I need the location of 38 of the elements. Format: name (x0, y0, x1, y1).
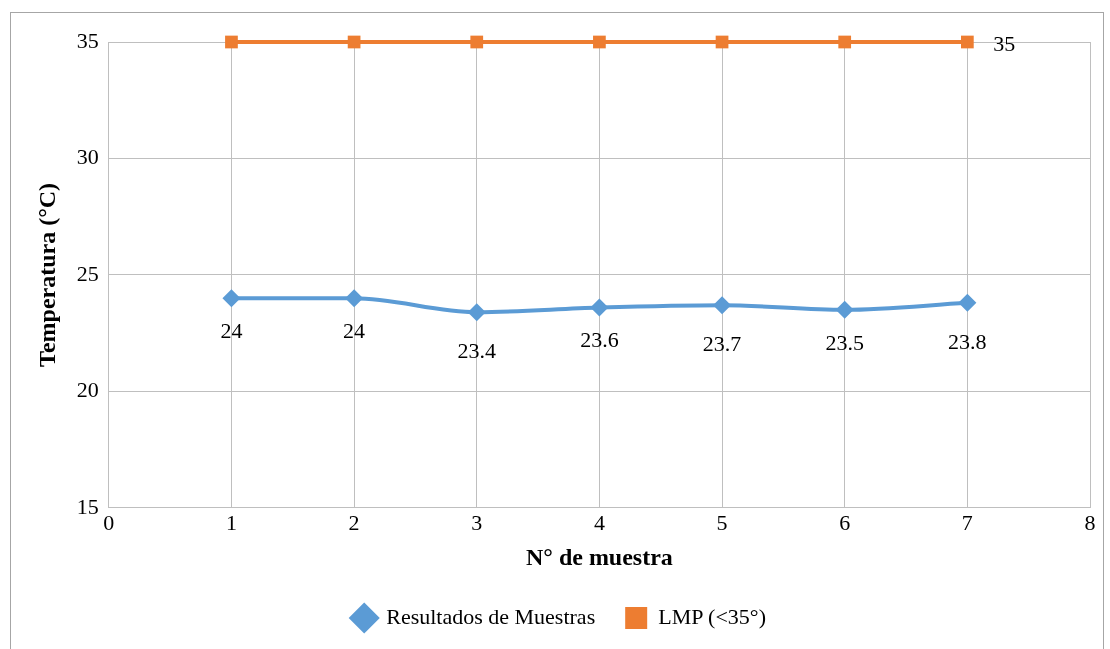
point (593, 35, 606, 49)
x-tick-label: 5 (716, 509, 728, 535)
point (470, 35, 484, 49)
point (590, 298, 609, 317)
x-tick-label: 1 (225, 509, 237, 535)
x-tick-label: 4 (593, 509, 605, 535)
point (958, 293, 977, 312)
x-tick-label: 6 (839, 509, 851, 535)
data-label: 23.6 (580, 327, 619, 353)
point (838, 35, 852, 49)
data-label: 23.7 (702, 330, 742, 356)
point (835, 300, 854, 319)
data-label: 23.4 (457, 337, 496, 363)
point (960, 35, 974, 49)
data-label: 35 (993, 30, 1016, 56)
y-tick-label: 35 (76, 27, 99, 53)
data-label: 23.8 (948, 328, 987, 354)
point (225, 35, 238, 49)
x-tick-label: 0 (103, 509, 115, 535)
y-tick-label: 25 (76, 260, 99, 286)
data-label: 24 (343, 317, 366, 343)
legend-label: Resultados de Muestras (386, 603, 596, 629)
point (467, 303, 486, 322)
x-tick-label: 8 (1084, 509, 1096, 535)
point (345, 289, 364, 308)
x-tick-label: 7 (961, 509, 973, 535)
data-label: 23.5 (825, 329, 864, 355)
x-axis-title: N° de muestra (525, 543, 673, 570)
y-tick-label: 30 (76, 144, 99, 170)
point (222, 289, 241, 308)
point (713, 296, 732, 315)
x-tick-label: 2 (348, 509, 360, 535)
x-tick-label: 3 (471, 509, 483, 535)
y-tick-label: 15 (76, 493, 99, 519)
y-tick-label: 20 (76, 377, 99, 403)
legend-label: LMP (<35°) (658, 603, 766, 629)
data-label: 24 (220, 317, 243, 343)
y-axis-title: Temperatura (°C) (33, 182, 60, 367)
